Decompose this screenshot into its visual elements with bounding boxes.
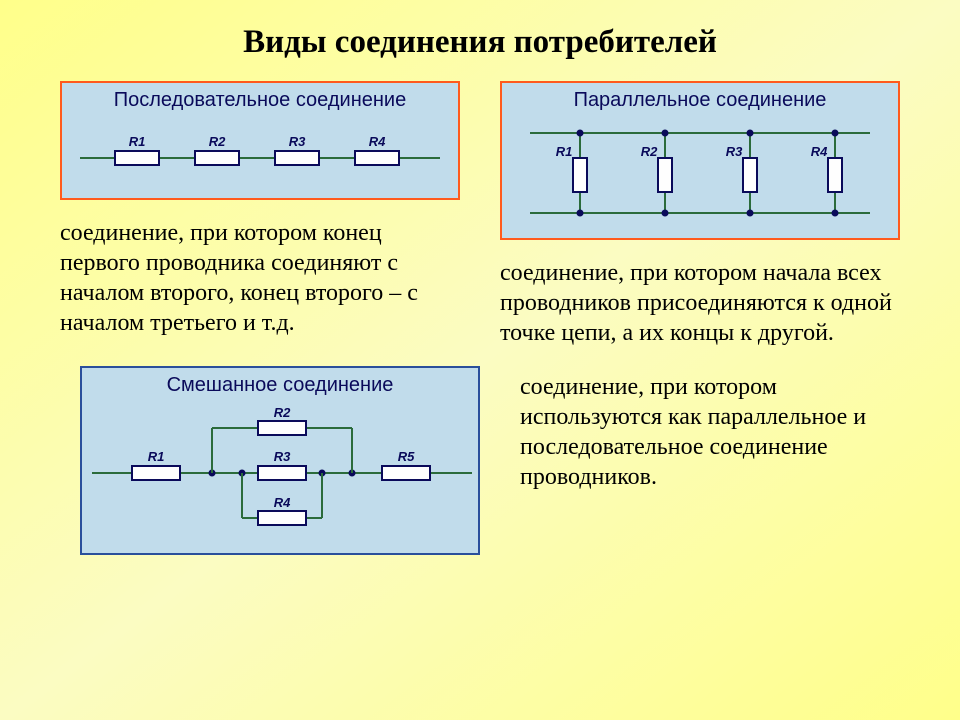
parallel-r4-label: R4 bbox=[811, 144, 828, 159]
mixed-diagram-box: Смешанное соединение R1 bbox=[80, 366, 480, 555]
series-r4-label: R4 bbox=[369, 134, 386, 149]
series-caption: Последовательное соединение bbox=[72, 89, 448, 112]
series-diagram-box: Последовательное соединение R1 R2 R3 R4 bbox=[60, 81, 460, 200]
parallel-diagram-box: Параллельное соединение R1 bbox=[500, 81, 900, 240]
parallel-branch-4: R4 bbox=[811, 130, 842, 217]
parallel-r1-label: R1 bbox=[556, 144, 573, 159]
parallel-caption: Параллельное соединение bbox=[512, 89, 888, 112]
page-title: Виды соединения потребителей bbox=[60, 24, 900, 61]
series-r2-label: R2 bbox=[209, 134, 226, 149]
bottom-row: Смешанное соединение R1 bbox=[60, 366, 900, 555]
parallel-r3-label: R3 bbox=[726, 144, 743, 159]
mixed-description: соединение, при котором используются как… bbox=[520, 372, 900, 492]
series-description: соединение, при котором конец первого пр… bbox=[60, 218, 460, 338]
mixed-r5-label: R5 bbox=[398, 449, 415, 464]
parallel-branch-1: R1 bbox=[556, 130, 587, 217]
mixed-r1-label: R1 bbox=[148, 449, 165, 464]
mixed-column: Смешанное соединение R1 bbox=[60, 366, 480, 555]
series-r3-label: R3 bbox=[289, 134, 306, 149]
mixed-circuit-svg: R1 R2 R3 bbox=[92, 403, 472, 543]
parallel-column: Параллельное соединение R1 bbox=[500, 81, 900, 348]
mixed-r3-label: R3 bbox=[274, 449, 291, 464]
slide-page: Виды соединения потребителей Последовате… bbox=[0, 0, 960, 720]
mixed-r2-label: R2 bbox=[274, 405, 291, 420]
series-circuit-svg: R1 R2 R3 R4 bbox=[80, 118, 440, 188]
mixed-r4-label: R4 bbox=[274, 495, 291, 510]
parallel-description: соединение, при котором начала всех пров… bbox=[500, 258, 900, 348]
parallel-r2-label: R2 bbox=[641, 144, 658, 159]
series-column: Последовательное соединение R1 R2 R3 R4 bbox=[60, 81, 460, 348]
series-r1-label: R1 bbox=[129, 134, 146, 149]
top-row: Последовательное соединение R1 R2 R3 R4 bbox=[60, 81, 900, 348]
mixed-desc-column: соединение, при котором используются как… bbox=[520, 366, 900, 555]
mixed-caption: Смешанное соединение bbox=[92, 374, 468, 397]
parallel-branch-2: R2 bbox=[641, 130, 672, 217]
parallel-branch-3: R3 bbox=[726, 130, 757, 217]
parallel-circuit-svg: R1 R2 R3 bbox=[520, 118, 880, 228]
